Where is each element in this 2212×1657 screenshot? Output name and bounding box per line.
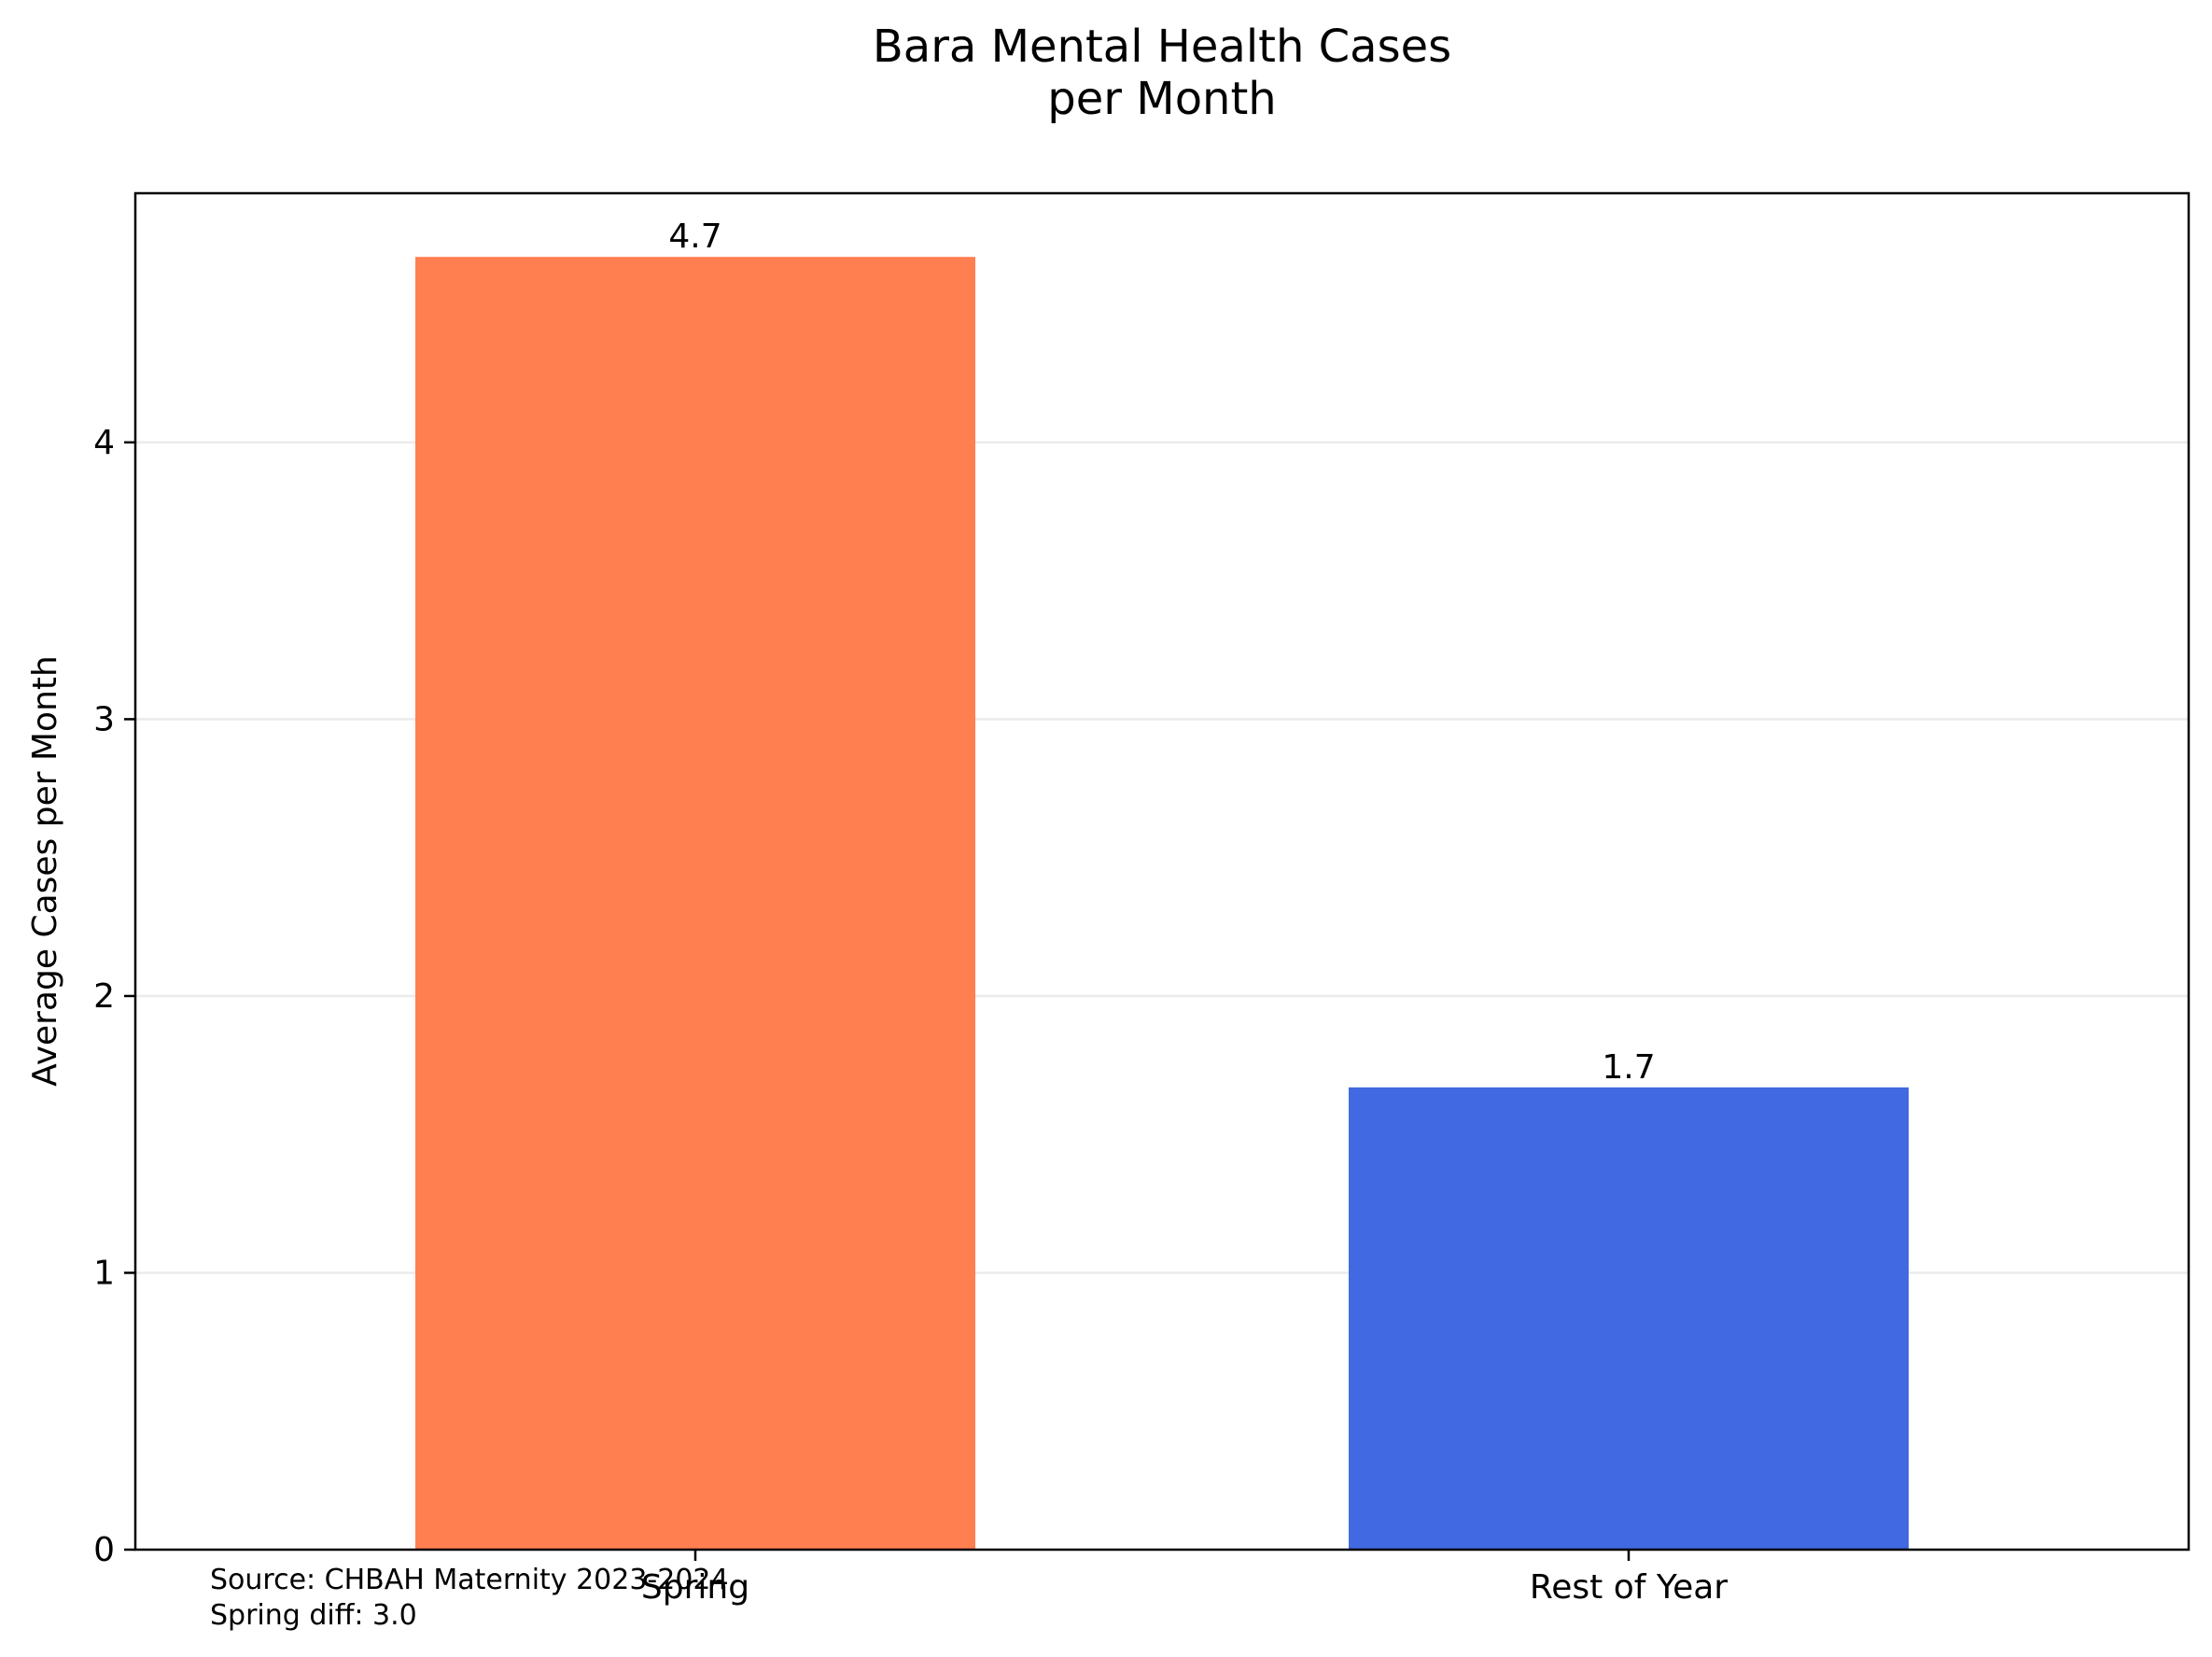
- y-tick-label-3: 3: [93, 700, 115, 738]
- bar-value-labels: 4.7 1.7: [668, 218, 1655, 1087]
- bar-value-label-1: 1.7: [1602, 1048, 1655, 1087]
- x-tick-label-0: Spring: [641, 1568, 749, 1607]
- y-tick-label-4: 4: [93, 424, 115, 462]
- source-note: Source: CHBAH Maternity 2023-2024: [210, 1564, 729, 1596]
- y-tick-label-2: 2: [93, 977, 115, 1016]
- spring-diff-note: Spring diff: 3.0: [210, 1599, 417, 1632]
- y-tick-label-1: 1: [93, 1254, 115, 1292]
- plot-frame: [133, 191, 2191, 1552]
- y-axis-ticks: 0 1 2 3 4: [93, 424, 135, 1569]
- bar-rest-of-year: [1349, 1087, 1909, 1550]
- bar-spring: [415, 257, 975, 1550]
- bars: [415, 257, 1909, 1550]
- x-axis-ticks: Spring Rest of Year: [641, 1550, 1728, 1607]
- chart-title-line-1: Bara Mental Health Cases: [873, 21, 1451, 73]
- y-tick-label-0: 0: [93, 1531, 115, 1569]
- bar-value-label-0: 4.7: [668, 218, 721, 256]
- chart-title-line-2: per Month: [1047, 73, 1276, 125]
- y-axis-label: Average Cases per Month: [26, 655, 64, 1087]
- x-tick-label-1: Rest of Year: [1530, 1568, 1728, 1607]
